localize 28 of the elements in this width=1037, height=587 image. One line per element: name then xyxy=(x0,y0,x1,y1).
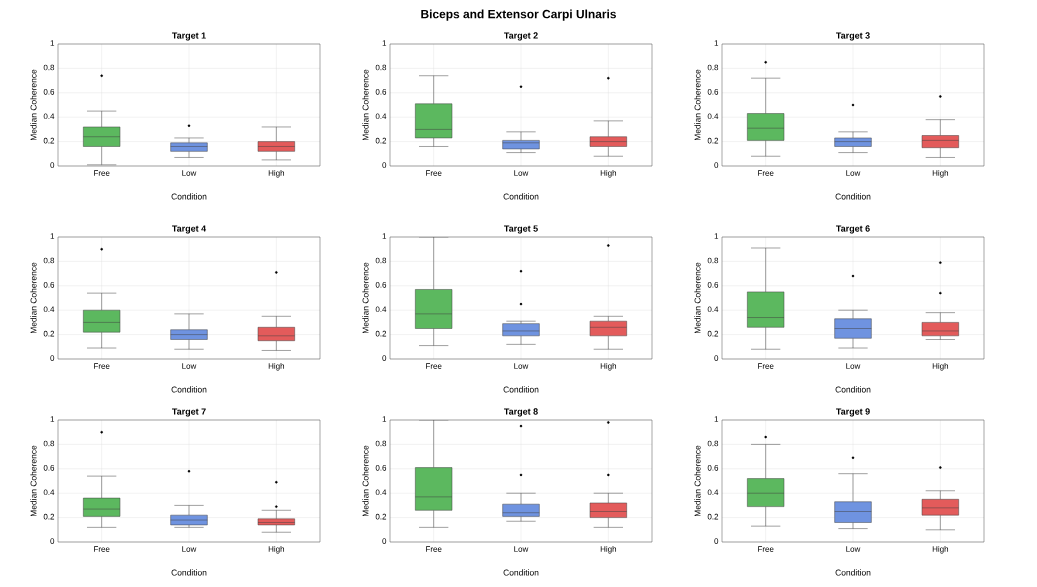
y-axis-title: Median Coherence xyxy=(694,262,701,334)
y-axis-title: Median Coherence xyxy=(694,69,701,141)
chart-title: Target 8 xyxy=(503,408,538,417)
y-axis-title: Median Coherence xyxy=(362,69,369,141)
chart-title: Target 7 xyxy=(171,408,206,417)
chart-title: Target 6 xyxy=(836,225,870,234)
x-axis-title: Condition xyxy=(171,193,207,200)
chart-title: Target 1 xyxy=(171,32,206,41)
chart-title: Target 3 xyxy=(836,32,870,41)
y-axis-title: Median Coherence xyxy=(30,445,37,517)
x-axis-title: Condition xyxy=(503,569,539,576)
x-axis-title: Condition xyxy=(503,193,539,200)
y-axis-title: Median Coherence xyxy=(694,445,701,517)
x-axis-title: Condition xyxy=(171,386,207,393)
x-axis-title: Condition xyxy=(171,569,207,576)
x-axis-title: Condition xyxy=(835,386,871,393)
x-axis-title: Condition xyxy=(503,386,539,393)
chart-title: Target 2 xyxy=(503,32,538,41)
y-axis-title: Median Coherence xyxy=(30,262,37,334)
y-axis-title: Median Coherence xyxy=(30,69,37,141)
x-axis-title: Condition xyxy=(835,569,871,576)
chart-title: Target 5 xyxy=(503,225,538,234)
x-axis-title: Condition xyxy=(835,193,871,200)
text: Biceps and Extensor Carpi Ulnaris xyxy=(421,9,616,21)
y-axis-title: Median Coherence xyxy=(362,262,369,334)
chart-title: Target 9 xyxy=(836,408,870,417)
y-axis-title: Median Coherence xyxy=(362,445,369,517)
chart-title: Target 4 xyxy=(171,225,207,234)
